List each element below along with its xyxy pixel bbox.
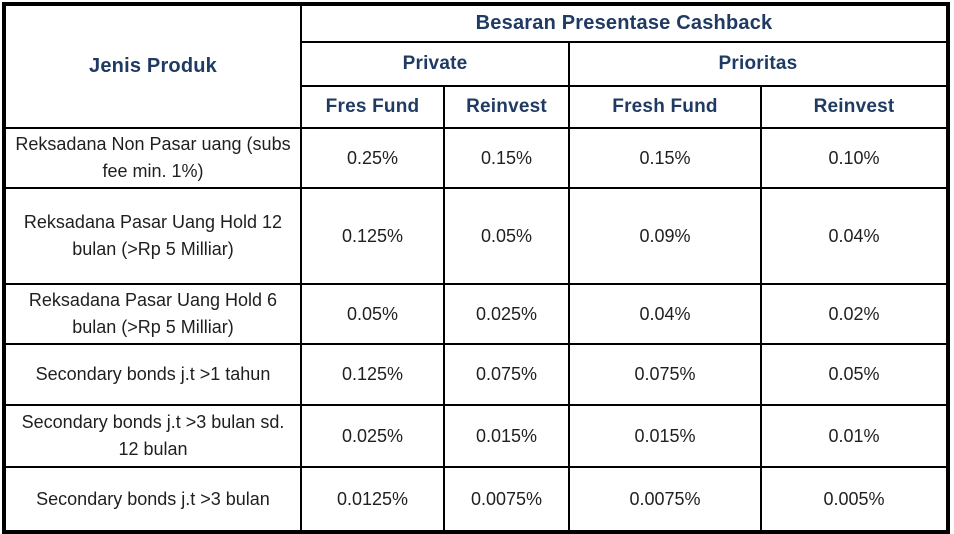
product-name-cell: Reksadana Pasar Uang Hold 6 bulan (>Rp 5…: [3, 283, 302, 345]
header-prioritas: Prioritas: [568, 41, 949, 87]
value-cell: 0.10%: [760, 127, 949, 189]
value-cell: 0.0075%: [443, 466, 570, 533]
header-private-fres-fund: Fres Fund: [300, 85, 445, 129]
header-private: Private: [300, 41, 570, 87]
value-cell: 0.125%: [300, 343, 445, 406]
value-cell: 0.075%: [443, 343, 570, 406]
value-cell: 0.0075%: [568, 466, 762, 533]
header-prioritas-reinvest: Reinvest: [760, 85, 949, 129]
value-cell: 0.05%: [760, 343, 949, 406]
table-row: Secondary bonds j.t >3 bulan sd. 12 bula…: [3, 404, 949, 468]
value-cell: 0.04%: [760, 187, 949, 285]
table-row: Reksadana Pasar Uang Hold 6 bulan (>Rp 5…: [3, 283, 949, 345]
header-row-fund-types: Fres Fund Reinvest Fresh Fund Reinvest: [4, 85, 949, 129]
value-cell: 0.015%: [443, 404, 570, 468]
header-prioritas-fresh-fund: Fresh Fund: [568, 85, 762, 129]
value-cell: 0.015%: [568, 404, 762, 468]
header-besaran-presentase-cashback: Besaran Presentase Cashback: [300, 3, 949, 43]
value-cell: 0.125%: [300, 187, 445, 285]
value-cell: 0.005%: [760, 466, 949, 533]
table-row: Secondary bonds j.t >1 tahun 0.125% 0.07…: [3, 343, 949, 406]
value-cell: 0.05%: [300, 283, 445, 345]
value-cell: 0.15%: [568, 127, 762, 189]
product-name-cell: Secondary bonds j.t >3 bulan sd. 12 bula…: [3, 404, 302, 468]
value-cell: 0.01%: [760, 404, 949, 468]
value-cell: 0.025%: [443, 283, 570, 345]
value-cell: 0.02%: [760, 283, 949, 345]
value-cell: 0.075%: [568, 343, 762, 406]
product-name-cell: Reksadana Non Pasar uang (subs fee min. …: [3, 127, 302, 189]
value-cell: 0.05%: [443, 187, 570, 285]
table-row: Reksadana Non Pasar uang (subs fee min. …: [3, 127, 949, 189]
product-name-cell: Secondary bonds j.t >1 tahun: [3, 343, 302, 406]
header-row-group: Jenis Produk Besaran Presentase Cashback: [3, 3, 949, 129]
table-row: Secondary bonds j.t >3 bulan 0.0125% 0.0…: [3, 466, 949, 533]
product-name-cell: Secondary bonds j.t >3 bulan: [3, 466, 302, 533]
value-cell: 0.15%: [443, 127, 570, 189]
header-private-reinvest: Reinvest: [443, 85, 570, 129]
table-row: Reksadana Pasar Uang Hold 12 bulan (>Rp …: [3, 187, 949, 285]
value-cell: 0.04%: [568, 283, 762, 345]
value-cell: 0.09%: [568, 187, 762, 285]
value-cell: 0.25%: [300, 127, 445, 189]
header-jenis-produk: Jenis Produk: [3, 3, 302, 129]
product-name-cell: Reksadana Pasar Uang Hold 12 bulan (>Rp …: [3, 187, 302, 285]
value-cell: 0.025%: [300, 404, 445, 468]
header-row-segments: Private Prioritas: [4, 41, 949, 87]
value-cell: 0.0125%: [300, 466, 445, 533]
